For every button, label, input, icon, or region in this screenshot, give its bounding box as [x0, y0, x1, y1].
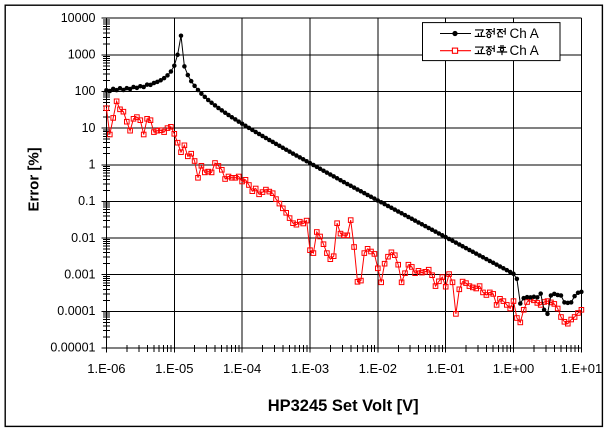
svg-text:10: 10 — [82, 121, 96, 135]
svg-text:Error [%]: Error [%] — [26, 147, 43, 211]
svg-text:Ch A: Ch A — [510, 26, 539, 41]
svg-text:1.E-01: 1.E-01 — [427, 361, 465, 376]
svg-text:Ch A: Ch A — [510, 43, 539, 58]
svg-text:0.01: 0.01 — [71, 231, 95, 245]
svg-text:0.00001: 0.00001 — [50, 341, 95, 355]
svg-text:0.0001: 0.0001 — [57, 304, 95, 318]
svg-text:1.E-05: 1.E-05 — [155, 361, 193, 376]
svg-text:0.1: 0.1 — [78, 194, 95, 208]
svg-text:0.001: 0.001 — [64, 267, 95, 281]
svg-text:HP3245 Set Volt [V]: HP3245 Set Volt [V] — [268, 397, 419, 415]
svg-text:1.E+01: 1.E+01 — [561, 361, 603, 376]
svg-text:1.E-03: 1.E-03 — [291, 361, 329, 376]
svg-text:100: 100 — [75, 84, 96, 98]
svg-text:1.E-02: 1.E-02 — [359, 361, 397, 376]
svg-text:1.E-06: 1.E-06 — [87, 361, 125, 376]
svg-text:1.E+00: 1.E+00 — [493, 361, 535, 376]
svg-text:1.E-04: 1.E-04 — [223, 361, 261, 376]
svg-text:10000: 10000 — [61, 11, 96, 25]
svg-text:1: 1 — [89, 158, 96, 172]
svg-text:1000: 1000 — [68, 48, 96, 62]
